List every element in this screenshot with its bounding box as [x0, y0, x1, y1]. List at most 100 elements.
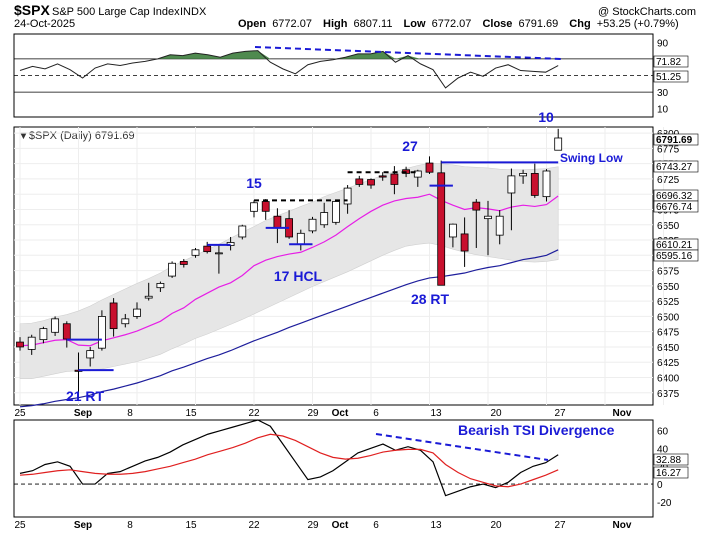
- price-value-badge-text: 6610.21: [656, 240, 693, 251]
- annotation-label: Swing Low: [560, 151, 623, 165]
- candle-body: [98, 316, 106, 349]
- tsi-value-badge: [653, 466, 689, 479]
- candle-body: [542, 170, 551, 198]
- close-value: 6791.69: [518, 18, 558, 30]
- tsi-signal-line: [19, 433, 559, 488]
- candle-body: [507, 175, 516, 194]
- chart-header: $SPX S&P 500 Large Cap Index INDX @ Stoc…: [14, 2, 696, 30]
- candle-body: [203, 245, 212, 253]
- candle-body: [437, 172, 446, 286]
- price-x-tick: Sep: [74, 408, 92, 419]
- candle-body: [519, 173, 527, 177]
- candle-body: [179, 261, 188, 265]
- price-x-tick: 25: [14, 408, 26, 419]
- price-y-tick: 6575: [657, 267, 680, 278]
- price-x-tick: 27: [554, 408, 566, 419]
- candle-body: [425, 162, 434, 173]
- candle-body: [214, 252, 223, 255]
- tsi-x-tick: 22: [248, 520, 260, 531]
- candle-body: [530, 173, 539, 196]
- tsi-annotation: Bearish TSI Divergence: [458, 422, 615, 438]
- rsi-value-badge: [653, 70, 689, 83]
- candle-body: [367, 179, 375, 186]
- tsi-y-tick: 0: [657, 480, 663, 491]
- price-x-tick: Nov: [613, 408, 632, 419]
- symbol-title: $SPX: [14, 2, 50, 18]
- annotation-label: 27: [402, 138, 418, 154]
- price-y-tick: 6400: [657, 374, 680, 385]
- price-x-tick: 6: [373, 408, 379, 419]
- candle-body: [390, 173, 399, 185]
- price-value-badge-text: 6791.69: [656, 135, 693, 146]
- rsi-y-tick: 30: [657, 88, 669, 99]
- ma-fast-line: [19, 193, 559, 347]
- rsi-line: [19, 50, 559, 89]
- candle-body: [16, 341, 24, 348]
- price-panel-frame: [13, 126, 654, 406]
- price-y-tick: 6650: [657, 221, 680, 232]
- price-y-tick: 6525: [657, 297, 680, 308]
- tsi-x-tick: 29: [307, 520, 319, 531]
- annotation-label: 10: [538, 109, 554, 125]
- index-name: S&P 500 Large Cap Index: [52, 6, 180, 18]
- tsi-line: [19, 419, 559, 497]
- price-x-tick: Oct: [332, 408, 349, 419]
- tsi-value-badge: [653, 453, 689, 466]
- price-value-badge-text: 6743.27: [656, 162, 693, 173]
- candle-body: [39, 328, 48, 341]
- candle-body: [144, 295, 153, 299]
- annotation-label: 15: [246, 175, 262, 191]
- candle-body: [308, 218, 317, 232]
- candle-body: [296, 232, 305, 245]
- rsi-value-badge-text: 71.82: [656, 57, 681, 68]
- tsi-value-badge-text: 16.27: [656, 468, 681, 479]
- candle-body: [156, 283, 165, 289]
- price-value-badge: [653, 133, 699, 146]
- open-value: 6772.07: [272, 18, 312, 30]
- candle-body: [413, 170, 422, 178]
- price-y-tick: 6425: [657, 358, 680, 369]
- candle-body: [554, 137, 563, 151]
- candle-body: [355, 178, 364, 185]
- annotation-label: 21 RT: [66, 388, 105, 404]
- tsi-y-tick: 60: [657, 427, 669, 438]
- candle-body: [343, 187, 352, 205]
- price-y-tick: 6375: [657, 389, 680, 400]
- candle-body: [261, 201, 270, 212]
- price-value-badge: [653, 160, 699, 173]
- candle-body: [121, 318, 130, 325]
- candle-body: [109, 302, 118, 330]
- candle-body: [86, 350, 95, 359]
- price-y-tick: 6450: [657, 343, 680, 354]
- tsi-x-tick: 6: [373, 520, 379, 531]
- tsi-x-tick: 25: [14, 520, 26, 531]
- price-legend: ▼$SPX (Daily) 6791.69: [18, 130, 135, 142]
- rsi-value-badge: [653, 55, 689, 68]
- candle-body: [27, 336, 36, 350]
- price-x-tick: 8: [127, 408, 133, 419]
- copyright-label: @ StockCharts.com: [598, 6, 696, 18]
- price-x-tick: 29: [307, 408, 319, 419]
- chg-value: +53.25 (+0.79%): [597, 18, 679, 30]
- candle-body: [320, 212, 329, 226]
- candle-body: [472, 201, 481, 211]
- price-x-tick: 22: [248, 408, 260, 419]
- price-y-tick: 6500: [657, 312, 680, 323]
- tsi-x-tick: 15: [185, 520, 197, 531]
- price-value-badge-text: 6676.74: [656, 202, 693, 213]
- candle-body: [273, 215, 282, 229]
- price-x-tick: 20: [490, 408, 502, 419]
- chg-label: Chg: [569, 18, 590, 30]
- price-value-badge-text: 6696.32: [656, 191, 693, 202]
- rsi-y-tick: 90: [657, 38, 669, 49]
- candle-body: [495, 215, 504, 236]
- rsi-divergence-line: [254, 46, 563, 60]
- price-y-tick: 6725: [657, 175, 680, 186]
- candle-body: [133, 308, 141, 317]
- candle-body: [460, 233, 469, 252]
- close-label: Close: [482, 18, 512, 30]
- tsi-y-tick: -20: [657, 498, 672, 509]
- price-y-tick: 6475: [657, 328, 680, 339]
